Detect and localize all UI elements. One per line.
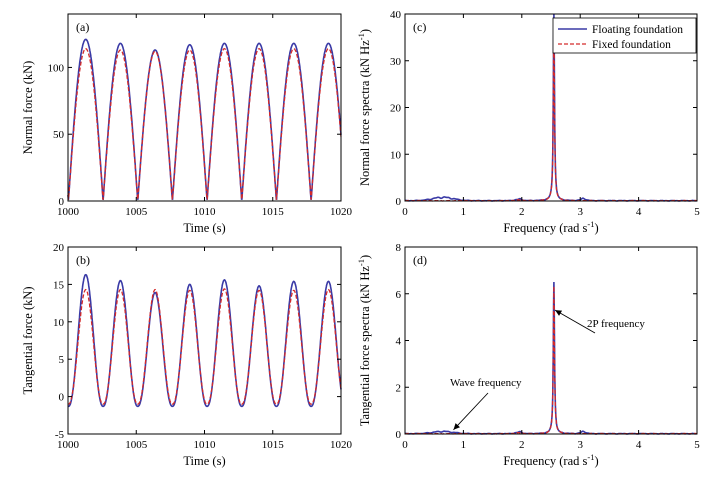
x-tick-label: 1005 xyxy=(125,439,148,451)
x-axis-label: Frequency (rad s-1) xyxy=(503,452,598,468)
series-fixed-line xyxy=(67,288,342,405)
x-axis-label: Time (s) xyxy=(183,454,225,468)
annotation-arrow-line xyxy=(453,392,489,431)
annotation-arrow-head xyxy=(555,310,563,316)
annotation-arrow-head xyxy=(453,423,461,430)
x-tick-label: 1020 xyxy=(330,206,353,218)
y-tick-label: 2 xyxy=(396,382,402,394)
x-tick-label: 2 xyxy=(519,439,525,451)
panel-d: 0 1 2 3 4 5 0 2 4 6 8 Frequency (rad s-1) Tangential… xyxy=(356,242,700,468)
x-tick-label: 1005 xyxy=(125,206,148,218)
y-tick-label: 4 xyxy=(396,336,402,348)
x-tick-label: 5 xyxy=(694,439,700,451)
y-tick-label: 8 xyxy=(396,242,402,254)
legend: Floating foundation Fixed foundation xyxy=(552,17,697,54)
y-tick-label: 0 xyxy=(396,429,402,441)
y-tick-label: -5 xyxy=(55,429,65,441)
series-floating-line xyxy=(67,38,342,201)
x-tick-label: 1 xyxy=(461,439,467,451)
y-tick-label: 5 xyxy=(59,354,65,366)
y-tick-label: 0 xyxy=(59,392,65,404)
y-tick-label: 10 xyxy=(53,317,65,329)
x-tick-label: 1 xyxy=(461,206,467,218)
plot-frame xyxy=(404,246,698,435)
y-tick-label: 15 xyxy=(53,279,65,291)
y-axis-label: Normal force spectra (kN Hz-1) xyxy=(356,29,372,186)
annotation-arrow-line xyxy=(554,309,596,334)
legend-entry-floating: Floating foundation xyxy=(592,24,683,36)
series-floating-line xyxy=(405,281,697,435)
x-tick-label: 0 xyxy=(402,206,408,218)
y-axis-label: Normal force (kN) xyxy=(21,61,35,155)
panel-label: (b) xyxy=(76,253,90,267)
x-axis-label: Frequency (rad s-1) xyxy=(503,219,598,235)
x-tick-label: 1010 xyxy=(194,439,217,451)
x-tick-label: 1015 xyxy=(262,439,285,451)
y-tick-label: 40 xyxy=(390,9,402,21)
series-fixed-line xyxy=(67,47,342,200)
x-tick-label: 1000 xyxy=(57,206,80,218)
panel-c: 0 1 2 3 4 5 0 10 20 30 40 Frequency (rad s-1) Normal… xyxy=(356,9,700,235)
legend-box xyxy=(552,17,697,54)
annotation-wave-frequency: Wave frequency xyxy=(450,377,522,389)
x-tick-label: 4 xyxy=(636,206,642,218)
y-tick-label: 10 xyxy=(390,149,402,161)
x-tick-label: 1010 xyxy=(194,206,217,218)
panel-label: (c) xyxy=(413,20,426,34)
panel-label: (d) xyxy=(413,253,427,267)
legend-entry-fixed: Fixed foundation xyxy=(592,39,671,51)
x-tick-label: 1000 xyxy=(57,439,80,451)
x-tick-label: 1015 xyxy=(262,206,285,218)
x-tick-label: 0 xyxy=(402,439,408,451)
series-floating-line xyxy=(68,273,342,408)
y-tick-label: 6 xyxy=(396,289,402,301)
panel-label: (a) xyxy=(76,20,89,34)
annotation-2p-frequency: 2P frequency xyxy=(587,318,645,330)
x-tick-label: 3 xyxy=(577,439,583,451)
x-axis-label: Time (s) xyxy=(183,221,225,235)
y-tick-label: 20 xyxy=(390,103,402,115)
y-axis-label: Tangential force (kN) xyxy=(21,286,35,394)
plot-frame xyxy=(67,246,342,435)
y-tick-label: 30 xyxy=(390,56,402,68)
x-tick-label: 4 xyxy=(636,439,642,451)
y-tick-label: 0 xyxy=(396,196,402,208)
y-tick-label: 100 xyxy=(48,62,65,74)
y-tick-label: 50 xyxy=(53,129,65,141)
x-tick-label: 3 xyxy=(577,206,583,218)
x-tick-label: 2 xyxy=(519,206,525,218)
y-axis-label: Tangential force spectra (kN Hz-1) xyxy=(356,255,372,426)
series-fixed-line xyxy=(405,286,698,435)
x-tick-label: 5 xyxy=(694,206,700,218)
y-tick-label: 20 xyxy=(53,242,65,254)
x-tick-label: 1020 xyxy=(330,439,353,451)
y-tick-label: 0 xyxy=(59,196,65,208)
panel-a: 1000 1005 1010 1015 1020 0 50 100 Time (s) Normal… xyxy=(21,13,353,235)
